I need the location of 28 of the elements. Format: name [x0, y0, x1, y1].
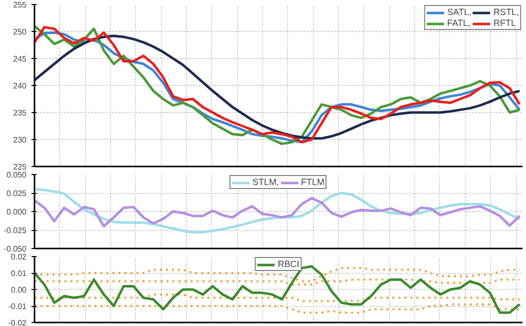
- legend-label: FTLM: [301, 177, 325, 187]
- y-tick-label: 255: [13, 0, 28, 10]
- y-tick-label: 0.025: [6, 189, 28, 198]
- y-tick-label: -0.050: [4, 244, 28, 254]
- y-tick-label: 235: [13, 108, 28, 118]
- y-tick-label: 0.050: [6, 170, 28, 180]
- y-tick-label: 240: [13, 82, 28, 90]
- legend-label: RFTL: [493, 18, 516, 28]
- y-tick-label: 0.000: [6, 208, 28, 216]
- y-tick-label: -0.02: [8, 318, 28, 326]
- y-tick-label: 0.00: [10, 286, 28, 294]
- legend-label: FATL,: [447, 18, 470, 28]
- line-series: [34, 188, 521, 234]
- line-series: [34, 303, 521, 314]
- line-series: [34, 293, 521, 302]
- y-tick-label: 225: [13, 162, 28, 172]
- legend-label: RBCI: [278, 259, 300, 269]
- y-tick-label: 245: [13, 54, 28, 64]
- y-tick-label: -0.025: [4, 226, 28, 235]
- legend-label: RSTL,: [493, 7, 519, 17]
- line-series: [34, 196, 521, 228]
- legend-label: SATL,: [447, 7, 472, 17]
- legend-label: STLM,: [252, 177, 280, 187]
- y-tick-label: -0.01: [8, 302, 28, 311]
- y-tick-label: 230: [13, 136, 28, 144]
- y-tick-label: 0.01: [10, 269, 28, 278]
- y-tick-label: 0.02: [10, 252, 28, 262]
- y-tick-label: 250: [13, 28, 28, 36]
